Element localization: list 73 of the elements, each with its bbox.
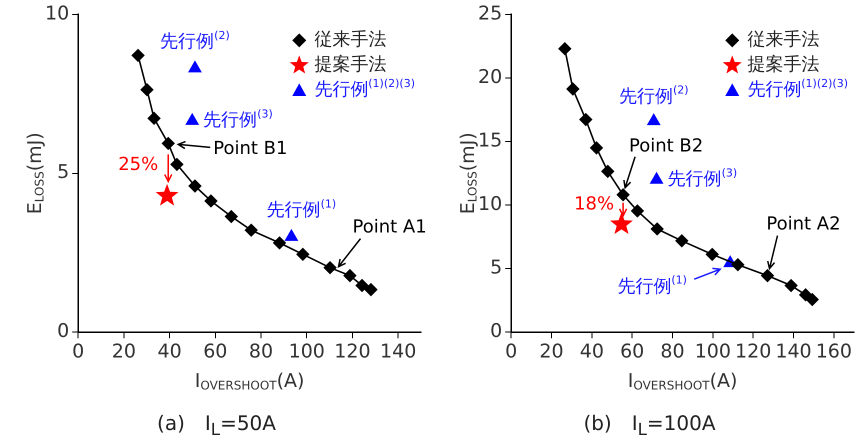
x-tick-label: 20 bbox=[539, 340, 564, 363]
point bbox=[784, 279, 798, 292]
x-tick-label: 160 bbox=[816, 340, 852, 363]
x-tick-label: 20 bbox=[112, 340, 136, 363]
point bbox=[162, 136, 175, 150]
y-tick-label: 5 bbox=[490, 256, 502, 279]
point bbox=[204, 194, 218, 208]
y-tick-label: 0 bbox=[57, 320, 70, 342]
point bbox=[224, 210, 238, 224]
annotation: Point A2 bbox=[766, 213, 841, 234]
y-tick-label: 0 bbox=[490, 320, 502, 342]
point bbox=[140, 83, 154, 96]
point bbox=[610, 212, 633, 234]
point bbox=[364, 283, 378, 296]
y-tick-label: 20 bbox=[478, 66, 502, 88]
point bbox=[343, 269, 356, 282]
y-tick-label: 15 bbox=[478, 129, 502, 152]
point bbox=[296, 248, 310, 261]
annotation: Point B1 bbox=[213, 138, 288, 160]
point bbox=[558, 42, 572, 56]
x-tick-label: 0 bbox=[72, 340, 84, 363]
point bbox=[566, 82, 580, 96]
x-tick-label: 120 bbox=[735, 340, 772, 363]
y-axis-title: ELOSS(mJ) bbox=[457, 132, 480, 214]
x-tick-label: 0 bbox=[505, 340, 518, 363]
y-tick-label: 5 bbox=[57, 161, 70, 184]
point bbox=[675, 234, 688, 248]
annotation: 18% bbox=[574, 193, 614, 214]
point bbox=[273, 236, 286, 250]
point bbox=[244, 224, 258, 237]
point bbox=[760, 269, 774, 282]
annotation: Point B2 bbox=[628, 135, 704, 156]
point bbox=[132, 48, 145, 62]
x-tick-label: 140 bbox=[380, 340, 416, 363]
x-tick-label: 100 bbox=[694, 340, 731, 363]
point bbox=[324, 261, 337, 274]
x-tick-label: 40 bbox=[158, 340, 182, 363]
x-axis-title: IOVERSHOOT(A) bbox=[628, 370, 738, 393]
point bbox=[806, 293, 819, 306]
x-tick-label: 40 bbox=[580, 340, 604, 363]
x-tick-label: 60 bbox=[620, 340, 644, 363]
x-tick-label: 140 bbox=[775, 340, 812, 363]
point bbox=[356, 278, 369, 292]
point bbox=[616, 188, 630, 202]
annotation: Point A1 bbox=[352, 216, 427, 238]
x-tick-label: 120 bbox=[334, 340, 371, 363]
x-tick-label: 80 bbox=[248, 340, 274, 363]
legend-label: 従来手法 bbox=[747, 29, 820, 50]
point bbox=[630, 204, 644, 218]
legend-label: 提案手法 bbox=[747, 54, 820, 76]
text: (b) I$_{L}$=100A bbox=[582, 410, 717, 439]
legend-label: 提案手法 bbox=[314, 54, 386, 76]
point bbox=[731, 258, 744, 272]
point bbox=[156, 184, 178, 206]
x-axis-title: IOVERSHOOT(A) bbox=[194, 370, 304, 393]
y-axis-title: ELOSS(mJ) bbox=[24, 132, 46, 214]
y-tick-label: 10 bbox=[44, 2, 70, 24]
point bbox=[148, 112, 161, 125]
x-tick-label: 80 bbox=[660, 340, 685, 363]
x-tick-label: 100 bbox=[288, 340, 325, 363]
y-tick-label: 10 bbox=[478, 193, 502, 216]
point bbox=[579, 113, 592, 126]
point bbox=[170, 158, 184, 171]
x-tick-label: 60 bbox=[203, 340, 228, 363]
point bbox=[601, 164, 614, 178]
text: (a) I$_{L}$=50A bbox=[156, 410, 277, 439]
annotation: 25% bbox=[118, 154, 158, 176]
point bbox=[706, 248, 719, 261]
point bbox=[590, 141, 603, 154]
point bbox=[650, 222, 664, 236]
y-tick-label: 25 bbox=[478, 2, 502, 24]
point bbox=[188, 180, 202, 193]
legend-label: 従来手法 bbox=[314, 29, 386, 50]
